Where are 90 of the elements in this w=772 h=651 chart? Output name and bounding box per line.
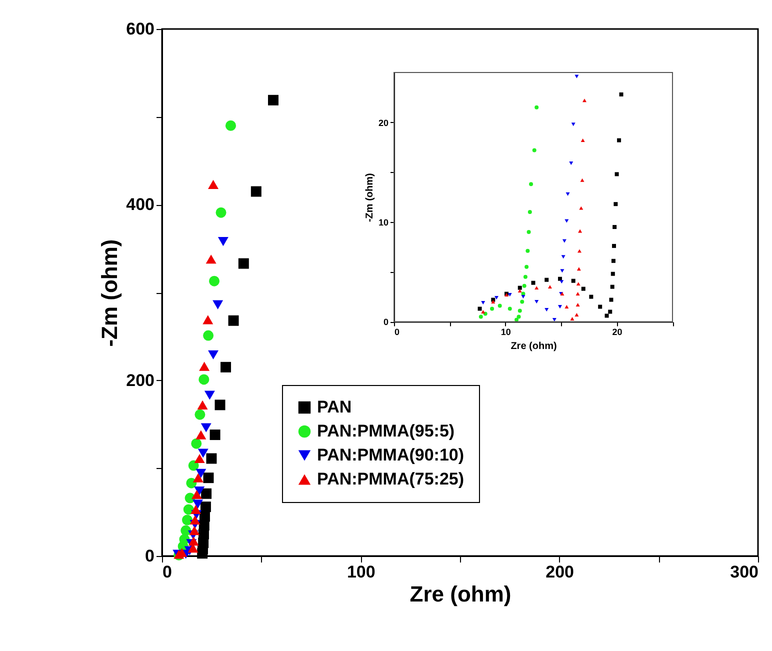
point bbox=[562, 239, 566, 243]
point bbox=[548, 285, 552, 289]
point bbox=[490, 306, 494, 311]
point bbox=[481, 301, 486, 304]
x-tick-label: 300 bbox=[730, 562, 758, 582]
point bbox=[491, 300, 496, 304]
point bbox=[508, 306, 512, 311]
point bbox=[552, 318, 556, 322]
point bbox=[570, 316, 574, 320]
legend-label: PAN:PMMA(95:5) bbox=[317, 422, 455, 440]
point bbox=[520, 300, 524, 304]
point bbox=[614, 172, 619, 176]
point bbox=[612, 244, 616, 248]
point bbox=[508, 293, 512, 297]
point bbox=[534, 286, 539, 290]
point bbox=[560, 280, 564, 284]
point bbox=[608, 310, 612, 314]
point bbox=[612, 225, 617, 230]
point bbox=[589, 294, 594, 299]
point bbox=[561, 255, 566, 259]
point bbox=[610, 284, 614, 289]
y-tick-label: 20 bbox=[378, 118, 388, 128]
y-tick-label: 600 bbox=[126, 20, 154, 38]
point bbox=[560, 269, 564, 273]
point bbox=[579, 206, 584, 210]
point bbox=[498, 304, 502, 308]
y-tick-label: 0 bbox=[383, 317, 388, 328]
point bbox=[611, 258, 616, 263]
point bbox=[528, 210, 532, 214]
point bbox=[614, 202, 618, 206]
point bbox=[518, 289, 522, 293]
x-tick-label: 0 bbox=[162, 562, 172, 582]
legend-label: PAN:PMMA(75:25) bbox=[317, 470, 464, 488]
y-tick-label: 10 bbox=[378, 218, 388, 228]
point bbox=[534, 105, 539, 110]
y-axis-title: -Zm (ohm) bbox=[97, 239, 122, 347]
point bbox=[478, 306, 482, 311]
point bbox=[571, 122, 576, 126]
y-axis-title: -Zm (ohm) bbox=[364, 173, 376, 222]
y-tick-label: 0 bbox=[145, 546, 154, 566]
point bbox=[604, 314, 609, 318]
point bbox=[569, 161, 574, 165]
point bbox=[576, 303, 580, 306]
point bbox=[522, 284, 526, 288]
point bbox=[534, 300, 539, 304]
legend-label: PAN bbox=[317, 398, 352, 416]
x-tick-label: 100 bbox=[346, 562, 376, 582]
point bbox=[598, 304, 602, 309]
x-axis-title: Zre (ohm) bbox=[510, 341, 557, 352]
point bbox=[580, 178, 584, 182]
y-tick-label: 200 bbox=[126, 370, 154, 390]
point bbox=[521, 295, 526, 299]
x-tick-label: 20 bbox=[612, 327, 622, 338]
point bbox=[544, 308, 549, 312]
point bbox=[576, 267, 581, 271]
point bbox=[617, 138, 622, 142]
point bbox=[564, 305, 569, 308]
point bbox=[523, 274, 528, 279]
point bbox=[529, 182, 534, 186]
point bbox=[544, 278, 549, 282]
x-tick-label: 10 bbox=[500, 327, 511, 338]
point bbox=[524, 264, 529, 269]
point bbox=[516, 314, 521, 319]
legend-label: PAN:PMMA(90:10) bbox=[317, 446, 464, 464]
point bbox=[566, 192, 570, 196]
point bbox=[582, 98, 586, 102]
point bbox=[526, 230, 531, 234]
point bbox=[610, 272, 615, 276]
y-tick-label: 400 bbox=[126, 195, 154, 214]
point bbox=[619, 92, 624, 96]
point bbox=[478, 314, 483, 319]
x-tick-label: 0 bbox=[394, 327, 400, 338]
point bbox=[609, 298, 614, 302]
point bbox=[518, 286, 522, 290]
x-tick-label: 200 bbox=[546, 562, 574, 582]
point bbox=[576, 292, 580, 296]
point bbox=[580, 138, 585, 142]
point bbox=[531, 280, 536, 285]
point bbox=[526, 248, 530, 253]
point bbox=[574, 312, 579, 316]
point bbox=[518, 308, 522, 313]
point bbox=[576, 282, 580, 286]
point bbox=[581, 286, 586, 291]
x-axis-title: Zre (ohm) bbox=[410, 582, 512, 606]
point bbox=[514, 318, 519, 322]
point bbox=[481, 310, 486, 314]
point bbox=[532, 148, 536, 152]
point bbox=[494, 296, 498, 300]
point bbox=[558, 305, 562, 308]
point bbox=[571, 278, 576, 283]
